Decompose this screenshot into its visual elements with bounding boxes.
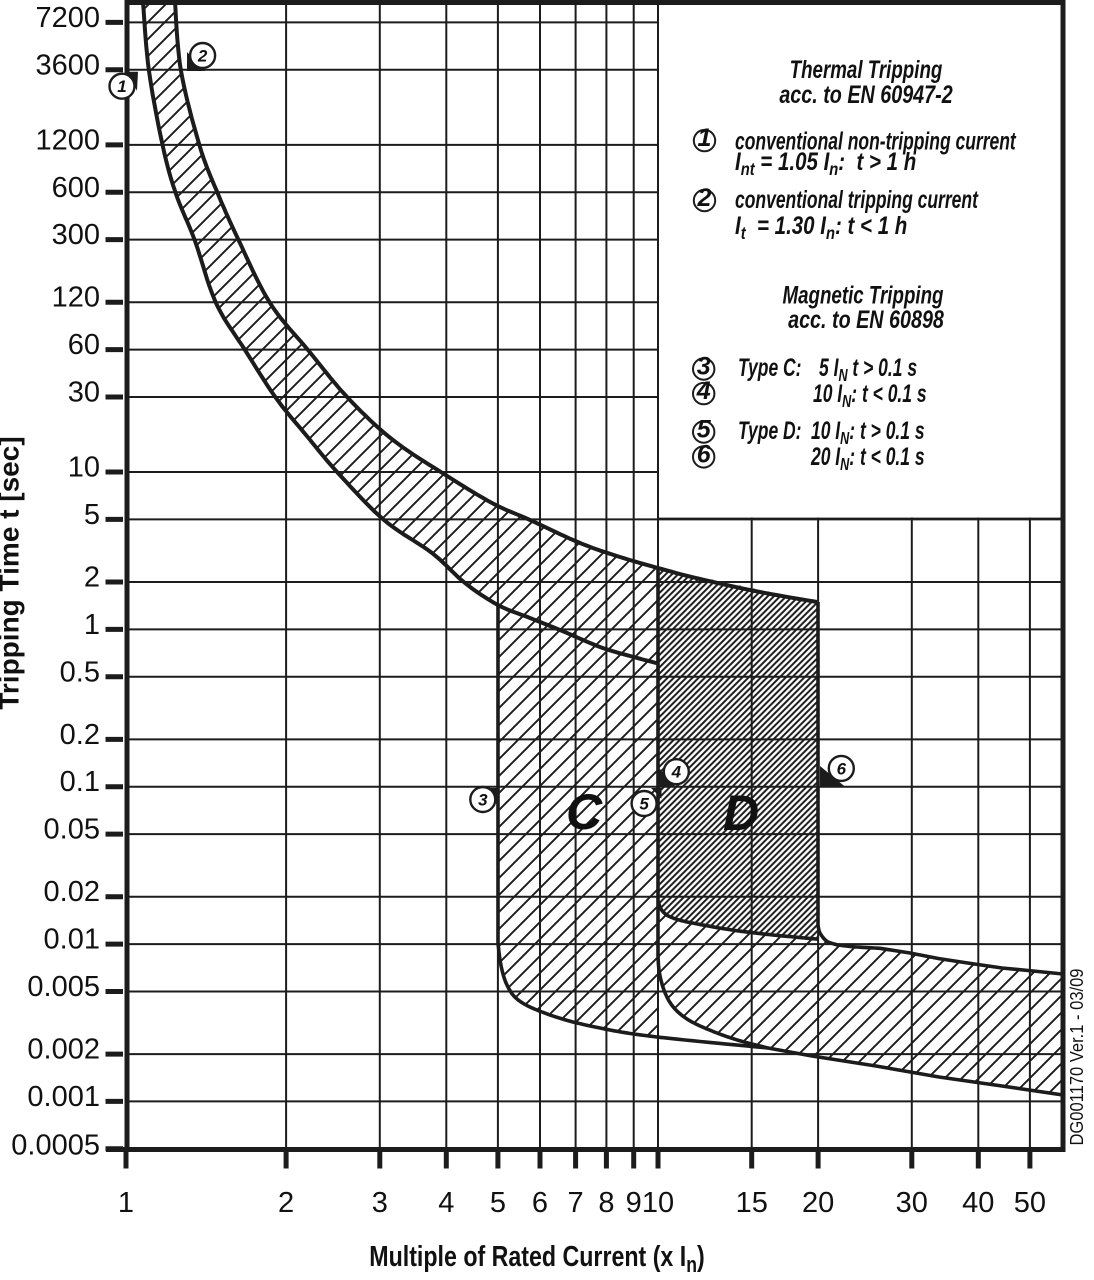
svg-text:8: 8 <box>598 1187 614 1219</box>
svg-text:D: D <box>723 785 759 841</box>
svg-text:20: 20 <box>802 1187 834 1219</box>
svg-text:3: 3 <box>478 791 488 810</box>
svg-text:4: 4 <box>696 377 711 405</box>
svg-text:7: 7 <box>568 1187 584 1219</box>
svg-text:3: 3 <box>372 1187 388 1219</box>
svg-text:2: 2 <box>278 1187 294 1219</box>
svg-text:2: 2 <box>197 47 208 66</box>
svg-text:4: 4 <box>438 1187 454 1219</box>
svg-text:5 IN​ t > 0.1 s: 5 IN​ t > 0.1 s <box>819 353 917 386</box>
svg-text:Type D:: Type D: <box>738 416 801 445</box>
svg-text:2: 2 <box>84 562 100 594</box>
svg-text:300: 300 <box>52 219 100 251</box>
svg-text:0.001: 0.001 <box>27 1081 100 1113</box>
svg-text:7200: 7200 <box>35 2 100 34</box>
svg-text:conventional tripping current: conventional tripping current <box>735 185 979 214</box>
svg-text:acc. to EN 60947-2: acc. to EN 60947-2 <box>779 81 953 109</box>
svg-text:Tripping Time t [sec]: Tripping Time t [sec] <box>0 436 25 709</box>
svg-text:600: 600 <box>52 172 100 204</box>
svg-text:6: 6 <box>532 1187 548 1219</box>
svg-text:50: 50 <box>1014 1187 1046 1219</box>
svg-text:Magnetic Tripping: Magnetic Tripping <box>783 281 944 309</box>
svg-text:0.02: 0.02 <box>44 876 100 908</box>
svg-text:5: 5 <box>697 416 712 444</box>
svg-text:6: 6 <box>837 759 847 778</box>
svg-text:Multiple of Rated Current (x I: Multiple of Rated Current (x In) <box>369 1239 704 1277</box>
svg-text:10 IN​: t > 0.1 s: 10 IN​: t > 0.1 s <box>811 416 925 449</box>
svg-text:0.05: 0.05 <box>44 814 100 846</box>
svg-text:0.002: 0.002 <box>27 1034 100 1066</box>
svg-text:5: 5 <box>84 499 100 531</box>
svg-text:C: C <box>566 784 603 840</box>
svg-text:0.2: 0.2 <box>60 719 100 751</box>
svg-text:40: 40 <box>962 1187 994 1219</box>
svg-text:0.0005: 0.0005 <box>11 1130 100 1162</box>
svg-text:60: 60 <box>68 329 100 361</box>
svg-text:conventional non-tripping curr: conventional non-tripping current <box>735 126 1016 155</box>
svg-text:0.01: 0.01 <box>44 924 100 956</box>
svg-text:30: 30 <box>68 377 100 409</box>
svg-text:Int​ = 1.05 In​: t > 1 h: Int​ = 1.05 In​: t > 1 h <box>735 147 916 179</box>
svg-text:10 IN​: t < 0.1 s: 10 IN​: t < 0.1 s <box>813 379 927 412</box>
svg-text:acc. to EN 60898: acc. to EN 60898 <box>788 306 944 334</box>
svg-text:15: 15 <box>736 1187 768 1219</box>
svg-text:DG001170 Ver.1 - 03/09: DG001170 Ver.1 - 03/09 <box>1067 969 1087 1146</box>
svg-text:10: 10 <box>642 1187 674 1219</box>
svg-text:30: 30 <box>896 1187 928 1219</box>
svg-text:Type C:: Type C: <box>738 353 801 382</box>
svg-text:20 IN​: t < 0.1 s: 20 IN​: t < 0.1 s <box>810 442 924 475</box>
svg-text:1: 1 <box>118 1187 134 1219</box>
svg-text:1: 1 <box>84 609 100 641</box>
svg-text:1: 1 <box>698 124 712 152</box>
svg-text:6: 6 <box>697 440 712 468</box>
svg-text:5: 5 <box>490 1187 506 1219</box>
svg-text:3: 3 <box>697 353 711 381</box>
svg-text:1200: 1200 <box>35 124 100 156</box>
svg-text:It​ = 1.30 In​: t < 1 h: It​ = 1.30 In​: t < 1 h <box>735 211 907 243</box>
svg-text:9: 9 <box>626 1187 642 1219</box>
svg-text:5: 5 <box>639 795 649 814</box>
svg-text:3600: 3600 <box>35 49 100 81</box>
svg-text:10: 10 <box>68 452 100 484</box>
svg-text:4: 4 <box>671 763 682 782</box>
svg-text:0.5: 0.5 <box>60 656 100 688</box>
svg-text:Thermal Tripping: Thermal Tripping <box>790 55 943 83</box>
svg-text:2: 2 <box>697 184 712 212</box>
svg-text:0.1: 0.1 <box>60 766 100 798</box>
svg-text:0.005: 0.005 <box>27 971 100 1003</box>
svg-text:1: 1 <box>117 77 126 96</box>
svg-text:120: 120 <box>52 282 100 314</box>
